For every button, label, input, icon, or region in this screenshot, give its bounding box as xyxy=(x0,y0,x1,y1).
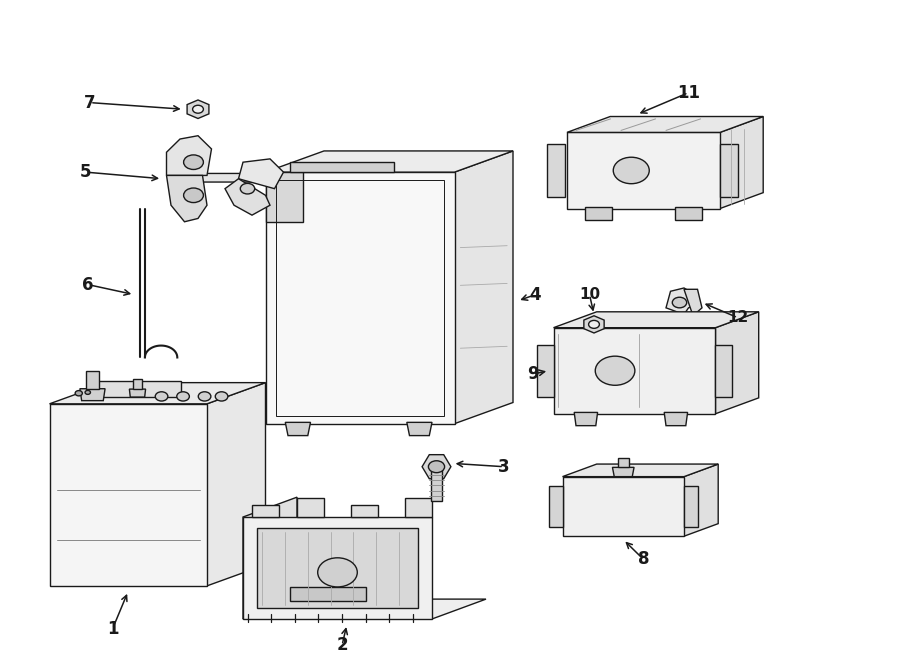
Polygon shape xyxy=(716,312,759,414)
Polygon shape xyxy=(243,517,432,619)
Polygon shape xyxy=(720,144,738,197)
Circle shape xyxy=(318,558,357,587)
Polygon shape xyxy=(187,100,209,118)
Circle shape xyxy=(240,183,255,194)
Polygon shape xyxy=(554,312,759,328)
Polygon shape xyxy=(613,467,634,477)
Polygon shape xyxy=(567,132,720,209)
Polygon shape xyxy=(266,151,513,172)
Polygon shape xyxy=(684,289,702,316)
Polygon shape xyxy=(285,422,310,436)
Polygon shape xyxy=(133,379,142,389)
Text: 6: 6 xyxy=(83,275,94,294)
Polygon shape xyxy=(243,599,486,619)
Polygon shape xyxy=(675,207,702,220)
Polygon shape xyxy=(664,412,688,426)
Polygon shape xyxy=(130,389,146,397)
Polygon shape xyxy=(716,345,732,397)
Polygon shape xyxy=(50,383,266,404)
Polygon shape xyxy=(252,505,279,517)
Circle shape xyxy=(76,391,83,396)
Polygon shape xyxy=(431,470,442,501)
Circle shape xyxy=(215,392,228,401)
Polygon shape xyxy=(684,486,698,527)
Text: 12: 12 xyxy=(727,310,749,325)
Polygon shape xyxy=(549,486,562,527)
Polygon shape xyxy=(407,422,432,436)
Circle shape xyxy=(85,391,90,395)
Polygon shape xyxy=(617,458,628,467)
Polygon shape xyxy=(574,412,598,426)
Polygon shape xyxy=(257,528,418,608)
Polygon shape xyxy=(537,345,554,397)
Polygon shape xyxy=(666,288,698,314)
Circle shape xyxy=(193,105,203,113)
Polygon shape xyxy=(684,464,718,536)
Polygon shape xyxy=(266,172,303,222)
Polygon shape xyxy=(166,136,212,175)
Polygon shape xyxy=(567,117,763,132)
Polygon shape xyxy=(547,144,565,197)
Polygon shape xyxy=(50,404,207,586)
Polygon shape xyxy=(290,162,394,172)
Circle shape xyxy=(428,461,445,473)
Polygon shape xyxy=(94,381,181,397)
Polygon shape xyxy=(297,498,324,517)
Polygon shape xyxy=(238,159,284,189)
Text: 11: 11 xyxy=(677,83,700,102)
Polygon shape xyxy=(80,389,105,401)
Polygon shape xyxy=(562,464,718,477)
Polygon shape xyxy=(266,172,454,424)
Text: 8: 8 xyxy=(638,550,649,569)
Polygon shape xyxy=(585,207,612,220)
Polygon shape xyxy=(405,498,432,517)
Polygon shape xyxy=(554,328,716,414)
Polygon shape xyxy=(562,477,684,536)
Polygon shape xyxy=(720,117,763,209)
Circle shape xyxy=(176,392,189,401)
Polygon shape xyxy=(351,505,378,517)
Text: 2: 2 xyxy=(337,636,347,655)
Polygon shape xyxy=(422,455,451,479)
Polygon shape xyxy=(584,316,604,333)
Text: 3: 3 xyxy=(499,457,509,476)
Circle shape xyxy=(589,320,599,328)
Circle shape xyxy=(672,297,687,308)
Polygon shape xyxy=(290,587,365,602)
Text: 10: 10 xyxy=(579,287,600,302)
Polygon shape xyxy=(171,173,270,182)
Text: 7: 7 xyxy=(85,93,95,112)
Text: 5: 5 xyxy=(80,163,91,181)
Polygon shape xyxy=(207,383,266,586)
Text: 1: 1 xyxy=(107,620,118,638)
Polygon shape xyxy=(454,151,513,424)
Circle shape xyxy=(184,155,203,169)
Circle shape xyxy=(198,392,211,401)
Polygon shape xyxy=(86,371,99,389)
Polygon shape xyxy=(243,497,297,619)
Polygon shape xyxy=(166,175,207,222)
Circle shape xyxy=(613,157,649,184)
Circle shape xyxy=(184,188,203,203)
Circle shape xyxy=(595,356,634,385)
Text: 9: 9 xyxy=(527,365,538,383)
Polygon shape xyxy=(225,179,270,215)
Circle shape xyxy=(155,392,167,401)
Text: 4: 4 xyxy=(530,285,541,304)
